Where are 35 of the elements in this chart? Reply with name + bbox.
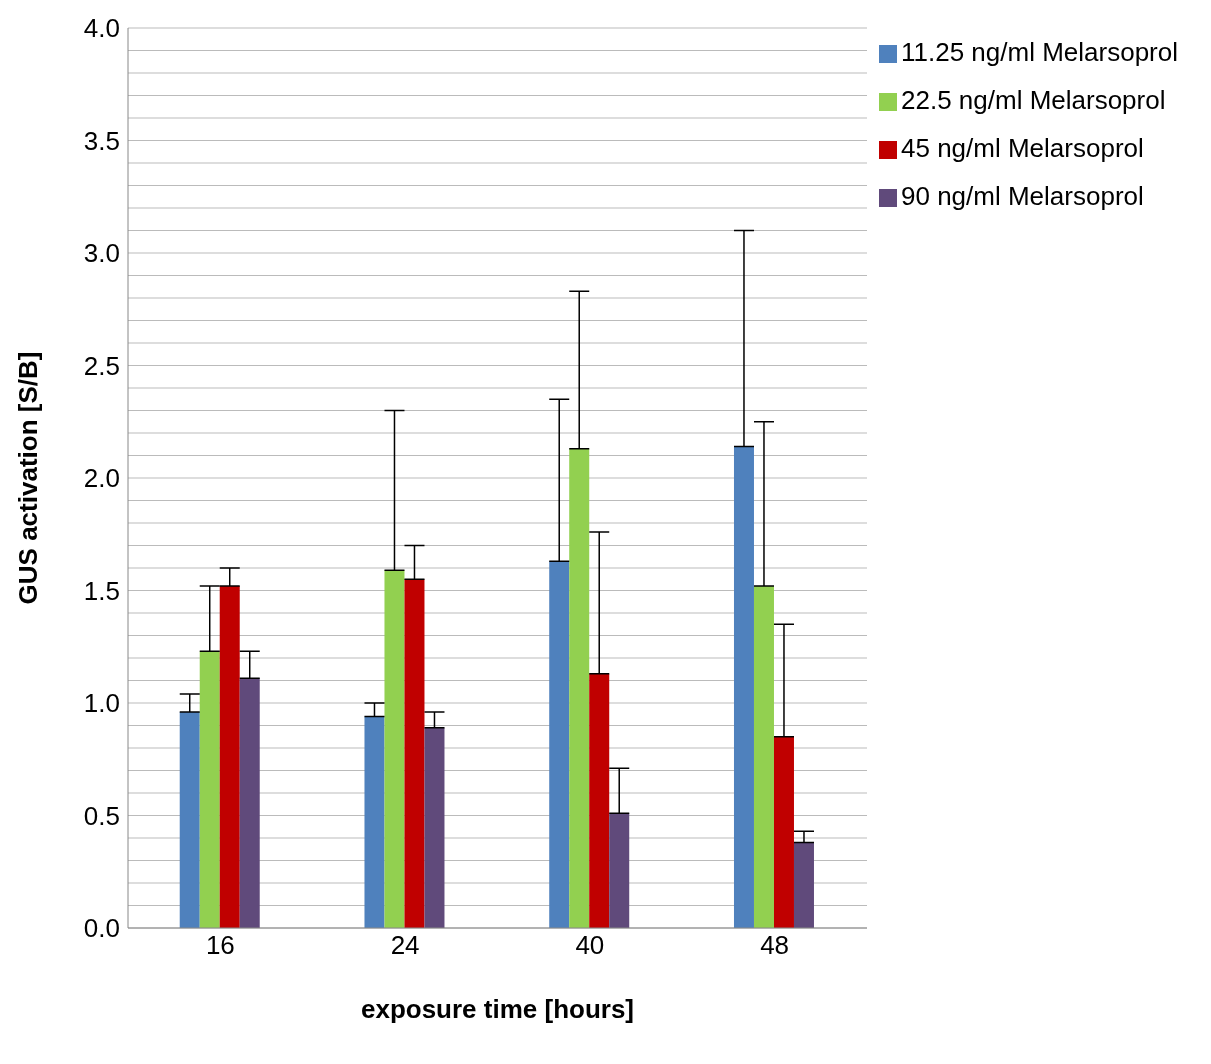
bar (404, 579, 425, 928)
legend-label: 22.5 ng/ml Melarsoprol (901, 85, 1166, 115)
y-tick-label: 4.0 (83, 13, 120, 44)
y-tick-label: 0.0 (83, 913, 120, 944)
x-tick-label: 16 (205, 930, 235, 961)
y-tick-label: 1.5 (83, 575, 120, 606)
bar (199, 651, 220, 928)
bar (179, 712, 200, 928)
x-axis-title: exposure time [hours] (360, 994, 635, 1024)
y-tick-label: 2.0 (83, 463, 120, 494)
y-tick-label: 3.5 (83, 125, 120, 156)
x-tick-label: 48 (760, 930, 790, 961)
bar (793, 842, 814, 928)
bar (733, 446, 754, 928)
bar (384, 570, 405, 928)
y-tick-label: 1.0 (83, 688, 120, 719)
bar (609, 813, 630, 928)
bar (219, 586, 240, 928)
y-tick-label: 3.0 (83, 238, 120, 269)
legend-label: 11.25 ng/ml Melarsoprol (901, 37, 1178, 67)
y-tick-label: 2.5 (83, 350, 120, 381)
legend-label: 45 ng/ml Melarsoprol (901, 133, 1144, 163)
bar (424, 727, 445, 928)
y-axis-title: GUS activation [S/B] (13, 351, 44, 605)
y-tick-label: 0.5 (83, 800, 120, 831)
legend-label: 90 ng/ml Melarsoprol (901, 181, 1144, 211)
bar (364, 716, 385, 928)
bar (773, 736, 794, 928)
bar (753, 586, 774, 928)
bar (569, 448, 590, 928)
bar (239, 678, 260, 928)
x-tick-label: 40 (575, 930, 605, 961)
bar (549, 561, 570, 928)
bar (589, 673, 610, 928)
x-tick-label: 24 (390, 930, 420, 961)
